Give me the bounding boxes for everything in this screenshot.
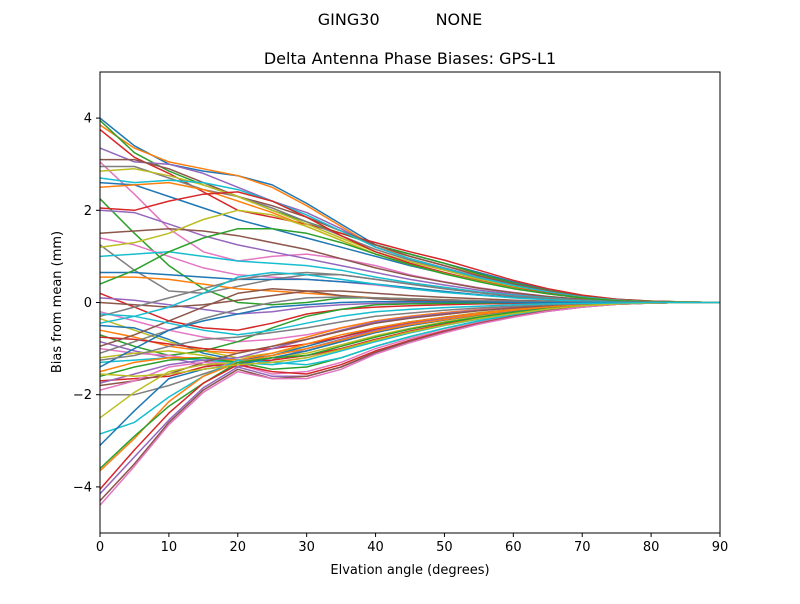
x-tick-label: 60 — [505, 540, 522, 555]
series-line-s60 — [99, 301, 720, 336]
series-line-s59 — [99, 301, 720, 378]
y-tick-label: 0 — [84, 296, 92, 311]
x-tick-label: 10 — [161, 540, 178, 555]
y-axis: −4 −2 0 2 4 — [73, 112, 100, 495]
x-tick-label: 40 — [367, 540, 384, 555]
x-axis-label: Elvation angle (degrees) — [330, 563, 489, 578]
series-line-s23 — [99, 227, 721, 304]
y-tick-label: −2 — [73, 388, 92, 403]
y-tick-label: −4 — [73, 480, 92, 495]
series-line-s14 — [99, 191, 721, 304]
suptitle-model: NONE — [435, 10, 483, 29]
y-axis-label: Bias from mean (mm) — [50, 231, 65, 373]
x-tick-label: 0 — [96, 540, 104, 555]
plot-lines — [99, 117, 721, 506]
x-tick-label: 30 — [298, 540, 315, 555]
y-tick-label: 2 — [84, 204, 92, 219]
figure-suptitle: GING30 NONE — [0, 10, 800, 29]
x-tick-label: 50 — [436, 540, 453, 555]
x-tick-label: 20 — [230, 540, 247, 555]
suptitle-station: GING30 — [317, 10, 380, 29]
x-tick-label: 70 — [574, 540, 591, 555]
y-tick-label: 4 — [84, 112, 92, 127]
series-line-s46 — [99, 301, 720, 387]
x-tick-label: 80 — [643, 540, 660, 555]
chart-title: Delta Antenna Phase Biases: GPS-L1 — [264, 49, 556, 68]
x-axis: 0 10 20 30 40 50 60 70 80 90 — [96, 533, 728, 555]
x-tick-label: 90 — [712, 540, 729, 555]
